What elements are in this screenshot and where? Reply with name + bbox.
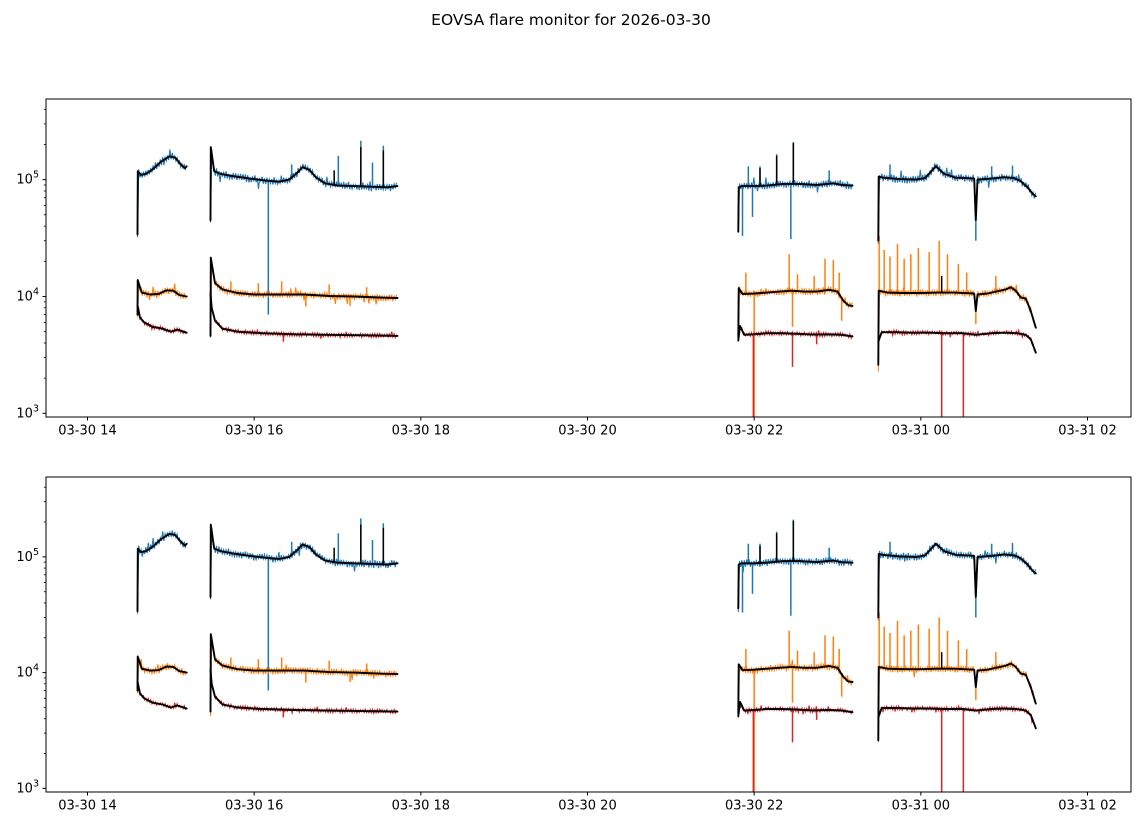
series-smoothed-line — [209, 523, 399, 598]
axes-frame — [45, 98, 1132, 418]
x-tick-label: 03-30 22 — [725, 424, 783, 439]
series-smoothed-line — [877, 286, 1037, 366]
series-smoothed-line — [737, 559, 854, 610]
series-smoothed-line — [877, 542, 1037, 619]
series-smoothed-line — [877, 165, 1037, 242]
series-smoothed-line — [209, 146, 399, 222]
x-tick-label: 03-31 00 — [892, 799, 950, 814]
series-noisy-trace — [136, 657, 187, 694]
series-smoothed-line — [737, 324, 854, 342]
x-tick-label: 03-31 02 — [1058, 799, 1116, 814]
series-smoothed-line — [136, 155, 188, 236]
series-smoothed-line — [737, 700, 854, 718]
series-smoothed-line — [737, 663, 854, 715]
x-tick-label: 03-30 20 — [558, 424, 616, 439]
series-smoothed-line — [737, 287, 854, 340]
series-smoothed-line — [136, 655, 188, 692]
series-noisy-trace — [877, 284, 1036, 372]
x-tick-label: 03-30 20 — [558, 799, 616, 814]
x-tick-label: 03-30 18 — [392, 799, 450, 814]
series-noisy-trace — [136, 530, 187, 614]
y-tick-label: 104 — [16, 286, 39, 304]
x-tick-label: 03-30 16 — [225, 799, 283, 814]
series-noisy-trace — [737, 556, 853, 613]
x-tick-label: 03-30 14 — [58, 424, 116, 439]
x-tick-label: 03-30 18 — [392, 424, 450, 439]
plot-area — [136, 518, 1037, 792]
series-smoothed-line — [209, 633, 399, 713]
x-tick-label: 03-31 02 — [1058, 424, 1116, 439]
series-noisy-trace — [209, 261, 398, 338]
x-tick-label: 03-30 14 — [58, 799, 116, 814]
series-smoothed-line — [209, 292, 399, 337]
panel-upper-axes: 03-30 14 03-30 16 03-30 18 03-30 20 03-30 22… — [16, 98, 1132, 439]
y-tick-label: 105 — [16, 170, 39, 188]
x-tick-label: 03-30 22 — [725, 799, 783, 814]
y-tick-label: 103 — [16, 403, 39, 421]
y-tick-label: 103 — [16, 778, 39, 796]
x-tick-label: 03-31 00 — [892, 424, 950, 439]
series-smoothed-line — [136, 680, 188, 710]
series-noisy-trace — [877, 660, 1036, 743]
series-smoothed-line — [136, 279, 188, 316]
chart-title: EOVSA flare monitor for 2026-03-30 — [431, 11, 711, 29]
plot-area — [136, 140, 1037, 417]
series-smoothed-line — [136, 304, 188, 334]
series-smoothed-line — [209, 256, 399, 337]
series-smoothed-line — [209, 668, 399, 713]
x-tick-label: 03-30 16 — [225, 424, 283, 439]
y-tick-label: 104 — [16, 663, 39, 681]
series-smoothed-line — [877, 331, 1037, 354]
axes-frame — [45, 476, 1132, 793]
series-smoothed-line — [136, 532, 188, 613]
panel-lower-axes: 03-30 14 03-30 16 03-30 18 03-30 20 03-30 22… — [16, 476, 1132, 814]
series-noisy-trace — [136, 280, 187, 318]
series-smoothed-line — [737, 182, 854, 233]
y-tick-label: 105 — [16, 547, 39, 565]
series-smoothed-line — [877, 707, 1037, 730]
series-noisy-trace — [209, 637, 398, 717]
series-smoothed-line — [877, 662, 1037, 742]
